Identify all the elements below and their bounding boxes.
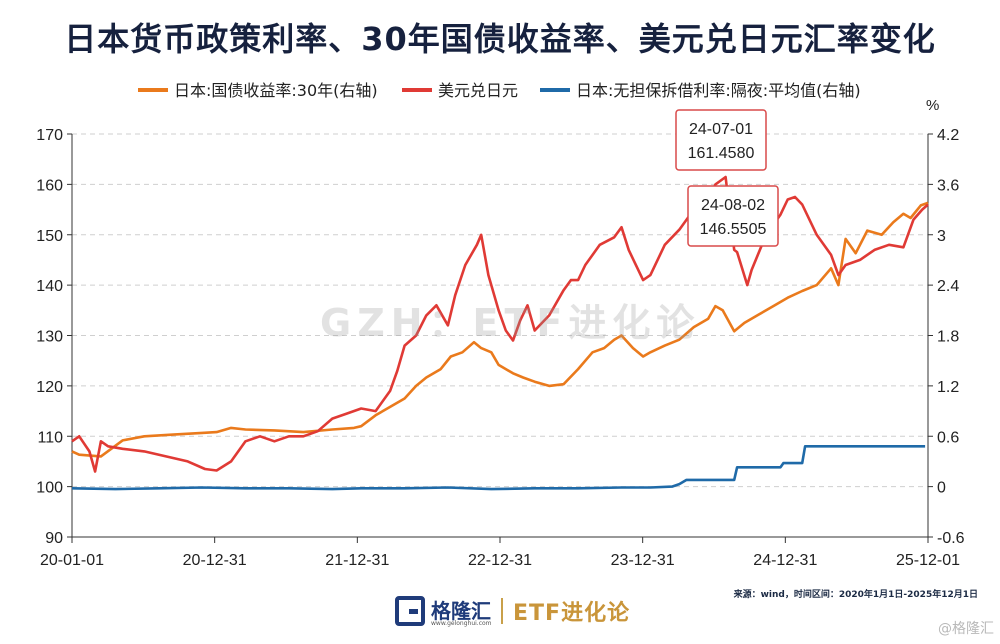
brand-divider <box>501 598 503 624</box>
x-tick-label: 24-12-31 <box>753 552 817 569</box>
series-overnight-rate-line <box>71 445 926 491</box>
annotation-callout: 24-08-02 146.5505 <box>687 185 779 247</box>
x-tick-label: 20-12-31 <box>183 552 247 569</box>
y-right-tick-label: 1.2 <box>937 379 959 396</box>
legend-label: 美元兑日元 <box>438 81 518 100</box>
series-jgb-30y-line <box>71 201 929 458</box>
y-right-tick-label: -0.6 <box>937 530 965 547</box>
series-usdjpy-line <box>71 175 929 473</box>
x-tick-label: 22-12-31 <box>468 552 532 569</box>
source-note: 来源：wind，时间区间：2020年1月1日-2025年12月1日 <box>733 590 978 600</box>
y-right-tick-label: 2.4 <box>937 278 959 295</box>
y-right-tick-label: 3.6 <box>937 177 959 194</box>
annotation-date: 24-07-01 <box>689 121 753 138</box>
brand-url: www.gelonghui.com <box>431 620 492 627</box>
annotation-value: 146.5505 <box>700 221 767 238</box>
watermark-text: GZH：ETF进化论 <box>320 301 701 345</box>
y-right-tick-label: 4.2 <box>937 127 959 144</box>
chart-title: 日本货币政策利率、30年国债收益率、美元兑日元汇率变化 <box>64 20 936 58</box>
y-left-tick-label: 120 <box>36 379 63 396</box>
y-left-tick-label: 130 <box>36 329 63 346</box>
y-left-tick-label: 140 <box>36 278 63 295</box>
y-right-tick-label: 1.8 <box>937 329 959 346</box>
corner-watermark: @格隆汇 <box>938 621 994 637</box>
y-right-tick-label: 0 <box>937 480 946 497</box>
y-left-tick-label: 90 <box>45 530 63 547</box>
y-right-tick-label: 0.6 <box>937 429 959 446</box>
legend-label: 日本:国债收益率:30年(右轴) <box>174 81 378 100</box>
annotation-box <box>675 109 767 171</box>
y-left-tick-label: 170 <box>36 127 63 144</box>
x-tick-label: 23-12-31 <box>611 552 675 569</box>
annotation-value: 161.4580 <box>688 145 755 162</box>
y-right-tick-label: 3 <box>937 228 946 245</box>
legend-label: 日本:无担保拆借利率:隔夜:平均值(右轴) <box>576 81 861 100</box>
annotation-date: 24-08-02 <box>701 197 765 214</box>
y-left-tick-label: 160 <box>36 177 63 194</box>
annotation-box <box>687 185 779 247</box>
y-left-tick-label: 110 <box>37 429 63 446</box>
brand-name: 格隆汇 <box>431 599 491 623</box>
annotation-callout: 24-07-01 161.4580 <box>675 109 767 171</box>
brand-footer: 格隆汇 www.gelonghui.com ETF进化论 <box>395 592 630 630</box>
x-tick-label: 21-12-31 <box>325 552 389 569</box>
y-right-unit-label: % <box>926 97 939 114</box>
x-tick-label: 25-12-01 <box>896 552 960 569</box>
gelonghui-logo-icon <box>395 596 425 626</box>
x-tick-label: 20-01-01 <box>40 552 104 569</box>
y-left-tick-label: 150 <box>36 228 63 245</box>
brand-etf-label: ETF进化论 <box>513 601 631 626</box>
y-left-tick-label: 100 <box>36 480 63 497</box>
